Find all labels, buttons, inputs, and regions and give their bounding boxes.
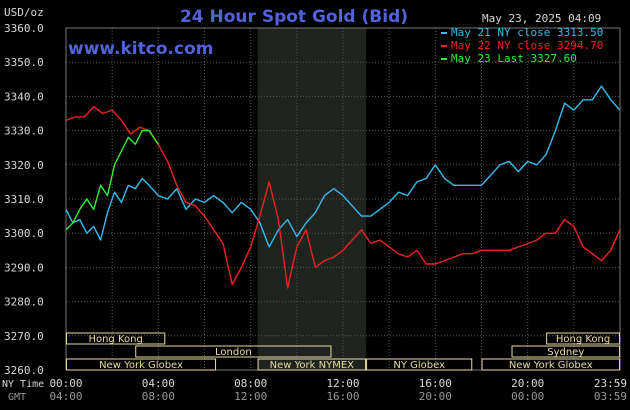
y-tick-label: 3260.0 — [4, 364, 44, 377]
market-sessions: Hong Kong Hong Kong London Sydney New York G… — [66, 332, 621, 371]
gmt-time-tick: 04:00 — [49, 390, 82, 403]
ny-time-label: NY Time — [2, 379, 44, 390]
session-box — [511, 345, 621, 358]
gmt-time-tick: 20:00 — [419, 390, 452, 403]
y-tick-label: 3280.0 — [4, 296, 44, 309]
gmt-time-tick: 16:00 — [326, 390, 359, 403]
session-label: Hong Kong — [556, 334, 610, 345]
session-box — [481, 358, 620, 371]
chart-title: 24 Hour Spot Gold (Bid) — [180, 7, 408, 27]
legend-swatch — [441, 58, 447, 60]
y-tick-label: 3310.0 — [4, 193, 44, 206]
session-label: New York NYMEX — [270, 360, 355, 371]
session-label: New York Globex — [509, 360, 593, 371]
ny-time-tick: 16:00 — [419, 377, 452, 390]
series-lines — [65, 85, 621, 289]
gmt-time-tick: 00:00 — [511, 390, 544, 403]
legend-swatch — [441, 32, 447, 34]
ny-time-tick: 00:00 — [49, 377, 82, 390]
session-box — [66, 358, 217, 371]
time-axis: NY TimeGMT00:0004:0004:0008:0008:0012:00… — [2, 377, 627, 403]
timestamp: May 23, 2025 04:09 — [482, 12, 601, 25]
y-tick-label: 3360.0 — [4, 22, 44, 35]
y-tick-label: 3290.0 — [4, 261, 44, 274]
legend-entry: May 23 Last 3327.60 — [451, 52, 577, 65]
series-line-1 — [65, 85, 621, 248]
gmt-time-tick: 12:00 — [234, 390, 267, 403]
y-tick-label: 3300.0 — [4, 227, 44, 240]
ny-time-tick: 12:00 — [326, 377, 359, 390]
legend-entry: May 22 NY close 3294.70 — [451, 39, 603, 52]
session-box — [257, 358, 367, 371]
ny-time-tick: 04:00 — [142, 377, 175, 390]
ny-time-tick: 23:59 — [594, 377, 627, 390]
ny-time-tick: 20:00 — [511, 377, 544, 390]
y-tick-label: 3330.0 — [4, 125, 44, 138]
y-tick-label: 3270.0 — [4, 330, 44, 343]
session-box — [546, 332, 621, 345]
gmt-time-tick: 08:00 — [142, 390, 175, 403]
legend-entry: May 21 NY close 3313.50 — [451, 26, 603, 39]
session-label: Sydney — [547, 347, 584, 358]
session-label: Hong Kong — [88, 334, 142, 345]
y-tick-label: 3320.0 — [4, 159, 44, 172]
session-box — [366, 358, 473, 371]
gmt-time-tick: 03:59 — [594, 390, 627, 403]
site-url: www.kitco.com — [68, 39, 213, 59]
session-label: New York Globex — [99, 360, 183, 371]
y-tick-label: 3350.0 — [4, 56, 44, 69]
y-axis-ticks: 3360.0 3350.0 3340.0 3330.0 3320.0 3310.0 3300… — [4, 22, 44, 377]
session-box — [66, 332, 166, 345]
gmt-label: GMT — [8, 392, 26, 403]
series-line-3 — [65, 129, 159, 231]
session-box — [135, 345, 332, 358]
ny-time-tick: 08:00 — [234, 377, 267, 390]
session-label: London — [215, 347, 252, 358]
y-tick-label: 3340.0 — [4, 90, 44, 103]
unit-label: USD/oz — [4, 6, 44, 19]
session-label: NY Globex — [393, 360, 445, 371]
legend-swatch — [441, 45, 447, 47]
